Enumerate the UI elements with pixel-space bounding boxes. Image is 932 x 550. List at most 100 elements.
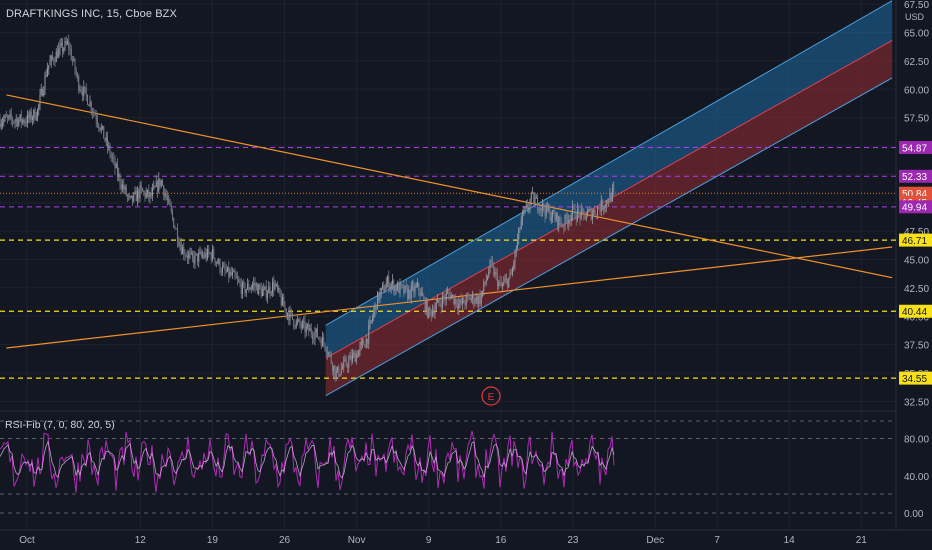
candle-body bbox=[302, 322, 303, 328]
candle-body bbox=[413, 285, 415, 293]
candle-body bbox=[217, 261, 218, 264]
candle-body bbox=[367, 338, 368, 344]
candle-body bbox=[285, 308, 287, 315]
candle-body bbox=[254, 282, 256, 287]
candle-body bbox=[409, 289, 411, 299]
candle-body bbox=[124, 186, 126, 190]
candle-body bbox=[104, 138, 106, 141]
candle-body bbox=[289, 310, 291, 321]
candle-body bbox=[258, 284, 260, 295]
candle-body bbox=[468, 295, 470, 297]
candle-body bbox=[77, 74, 78, 77]
price-label-52.33: 52.33 bbox=[899, 169, 932, 183]
candle-body bbox=[552, 210, 553, 218]
rsi-indicator-label[interactable]: RSI-Fib (7, 0, 80, 20, 5) bbox=[5, 419, 115, 431]
candle-body bbox=[484, 281, 486, 284]
candle-body bbox=[465, 295, 467, 305]
candle-body bbox=[212, 248, 213, 260]
rsi-panel bbox=[0, 420, 896, 514]
candle-body bbox=[348, 359, 350, 368]
price-label-bg bbox=[899, 233, 932, 247]
candle-body bbox=[473, 294, 475, 304]
candle-body bbox=[575, 217, 577, 220]
candle-body bbox=[338, 366, 340, 376]
time-tick-label: 21 bbox=[856, 535, 868, 546]
candle-body bbox=[357, 353, 358, 358]
price-label-text: 52.33 bbox=[902, 172, 927, 183]
candle-body bbox=[479, 295, 481, 305]
candle-body bbox=[42, 88, 43, 96]
candle-body bbox=[259, 284, 261, 288]
candle-body bbox=[22, 119, 23, 123]
candle-body bbox=[40, 88, 42, 95]
candle-body bbox=[572, 206, 573, 215]
candle-body bbox=[89, 101, 91, 106]
candle-body bbox=[175, 228, 177, 230]
price-tick-label: 57.50 bbox=[904, 114, 929, 125]
time-tick-label: 23 bbox=[567, 535, 579, 546]
candle-body bbox=[103, 125, 105, 139]
candle-body bbox=[230, 271, 232, 276]
candle-body bbox=[588, 210, 590, 212]
candle-body bbox=[533, 192, 535, 204]
candle-body bbox=[567, 219, 568, 225]
candle-body bbox=[385, 283, 387, 290]
candle-body bbox=[429, 307, 431, 311]
candle-body bbox=[85, 88, 87, 96]
candle-body bbox=[317, 328, 318, 338]
candle-body bbox=[425, 301, 427, 312]
candle-body bbox=[188, 253, 190, 259]
candle-body bbox=[87, 95, 88, 105]
candle-body bbox=[278, 288, 280, 290]
candle-body bbox=[15, 119, 17, 121]
candle-body bbox=[238, 279, 240, 282]
candle-body bbox=[110, 155, 112, 157]
candle-body bbox=[423, 295, 425, 299]
candle-body bbox=[279, 288, 281, 296]
candle-body bbox=[542, 203, 543, 211]
candle-body bbox=[143, 191, 145, 193]
candle-body bbox=[509, 272, 511, 278]
candle-body bbox=[318, 337, 320, 339]
candle-body bbox=[97, 120, 98, 125]
earnings-marker[interactable]: E bbox=[481, 386, 501, 406]
candle-body bbox=[162, 180, 163, 186]
candle-body bbox=[12, 118, 13, 122]
candle-body bbox=[248, 284, 250, 290]
candle-body bbox=[594, 209, 596, 215]
candle-body bbox=[113, 157, 115, 159]
trendline-2[interactable] bbox=[6, 246, 893, 349]
candle-body bbox=[398, 283, 400, 293]
candle-body bbox=[415, 286, 417, 288]
candle-body bbox=[303, 321, 305, 323]
candle-body bbox=[540, 208, 542, 211]
price-axis: 67.5065.0062.5060.0057.5055.0052.5050.00… bbox=[904, 0, 929, 520]
candle-body bbox=[297, 320, 298, 322]
candle-body bbox=[240, 284, 242, 294]
candle-body bbox=[27, 114, 28, 124]
price-tick-label: 47.50 bbox=[904, 227, 929, 238]
candle-body bbox=[454, 298, 456, 304]
candle-body bbox=[84, 86, 86, 89]
candle-body bbox=[185, 255, 187, 257]
candle-body bbox=[67, 41, 68, 44]
candle-body bbox=[582, 208, 583, 210]
candle-body bbox=[282, 296, 283, 306]
candle-body bbox=[393, 280, 395, 292]
candle-body bbox=[93, 112, 95, 114]
candle-body bbox=[60, 43, 62, 45]
trendline-1[interactable] bbox=[6, 94, 893, 279]
candle-body bbox=[148, 189, 150, 198]
candle-body bbox=[358, 350, 360, 358]
candle-body bbox=[79, 90, 81, 91]
candle-body bbox=[530, 192, 532, 201]
candle-body bbox=[242, 282, 243, 294]
candle-body bbox=[173, 217, 175, 228]
candle-body bbox=[607, 200, 608, 203]
candle-body bbox=[193, 256, 195, 264]
candle-body bbox=[514, 250, 516, 264]
candle-body bbox=[294, 326, 296, 328]
candle-body bbox=[577, 208, 578, 220]
